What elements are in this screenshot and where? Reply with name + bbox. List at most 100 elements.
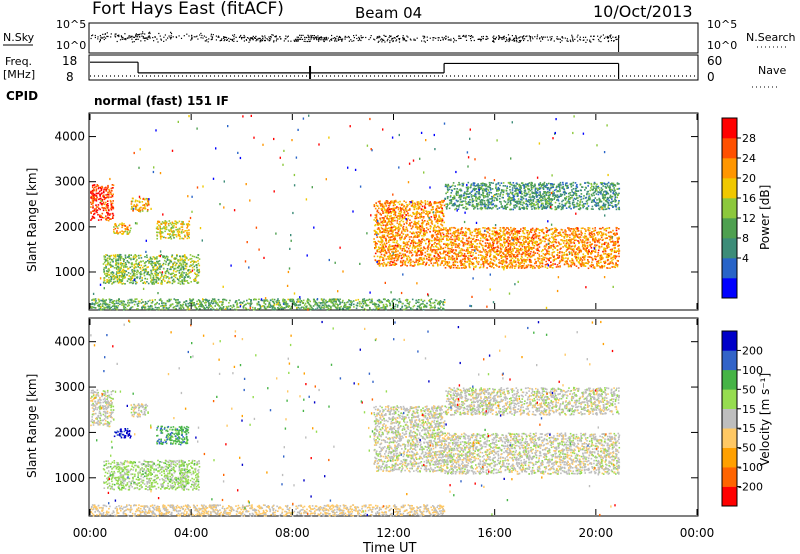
scatter-cell [530,250,532,253]
scatter-cell [134,199,137,202]
scatter-cell [403,223,405,225]
scatter-cell [171,222,174,225]
scatter-cell [579,249,581,251]
scatter-cell [436,262,438,264]
scatter-cell [575,227,578,229]
scatter-cell [403,211,406,213]
scatter-cell [130,258,132,261]
noise-dot [320,36,322,38]
scatter-cell [121,273,124,275]
noise-dot [442,38,444,40]
scatter-cell [145,202,147,205]
scatter-cell [131,282,134,285]
noise-dot [133,36,135,38]
scatter-cell [436,236,438,238]
scatter-cell [416,259,418,261]
scatter-cell [134,205,137,208]
scatter-cell [105,215,107,217]
noise-dot [246,37,249,39]
scatter-cell [107,205,109,207]
scatter-cell [527,254,530,256]
scatter-cell [420,242,422,245]
scatter-cell [157,277,159,279]
scatter-cell [421,259,424,262]
scatter-cell [188,229,190,231]
scatter-cell [601,234,604,236]
scatter-cell [373,255,376,258]
noise-dot [527,40,529,42]
scatter-cell [384,237,387,240]
scatter-cell [420,244,422,247]
scatter-cell [577,228,579,230]
scatter-cell [475,232,478,234]
scatter-cell [446,261,448,263]
scatter-cell [513,261,515,264]
scatter-cell [559,250,561,253]
scatter-cell [197,260,199,262]
scatter-cell [142,260,144,262]
scatter-cell [96,184,99,186]
scatter-cell [445,254,447,256]
scatter-cell [377,223,380,225]
scatter-cell [389,248,392,251]
scatter-cell [112,214,115,217]
scatter-cell [565,246,568,249]
noise-dot [256,39,258,41]
scatter-cell [105,190,107,192]
scatter-cell [552,237,554,239]
scatter-cell [507,244,510,247]
scatter-cell [419,228,422,231]
noise-dot [154,36,156,38]
scatter-cell [378,228,380,231]
scatter-cell [511,265,514,267]
scatter-cell [531,235,534,238]
scatter-cell [580,250,582,253]
scatter-cell [418,206,421,208]
scatter-cell [420,240,422,242]
scatter-cell [554,229,556,232]
scatter-cell [411,226,414,229]
scatter-cell [435,245,437,247]
noise-dot [382,38,384,40]
scatter-cell [170,276,173,279]
scatter-cell [183,277,186,280]
scatter-cell [542,253,545,255]
scatter-cell [615,229,618,232]
scatter-cell [102,203,104,205]
scatter-cell [512,255,515,257]
scatter-cell [180,268,183,270]
scatter-cell [183,260,186,262]
scatter-cell [536,249,538,252]
scatter-cell [391,239,393,241]
scatter-cell [546,263,549,265]
scatter-cell [392,201,394,204]
scatter-cell [392,204,395,207]
scatter-cell [145,269,147,272]
scatter-cell [431,258,434,261]
scatter-cell [568,265,571,268]
scatter-cell [390,208,393,210]
scatter-cell [551,267,554,269]
scatter-cell [419,263,421,265]
noise-dot [471,36,473,38]
scatter-cell [555,266,558,268]
scatter-cell [574,252,577,254]
scatter-cell [468,229,470,231]
scatter-cell [176,254,178,256]
scatter-cell [156,260,158,263]
scatter-cell [393,259,396,262]
scatter-cell [391,263,394,266]
scatter-cell [603,243,606,246]
scatter-cell [168,229,170,231]
noise-dot [421,40,423,42]
scatter-cell [496,246,499,248]
scatter-cell [447,239,450,242]
scatter-cell [502,233,505,235]
scatter-cell [120,272,123,274]
scatter-cell [116,270,118,273]
scatter-cell [395,259,398,262]
scatter-cell [418,243,421,246]
scatter-cell [386,216,388,218]
scatter-cell [554,227,556,230]
scatter-cell [588,249,590,251]
